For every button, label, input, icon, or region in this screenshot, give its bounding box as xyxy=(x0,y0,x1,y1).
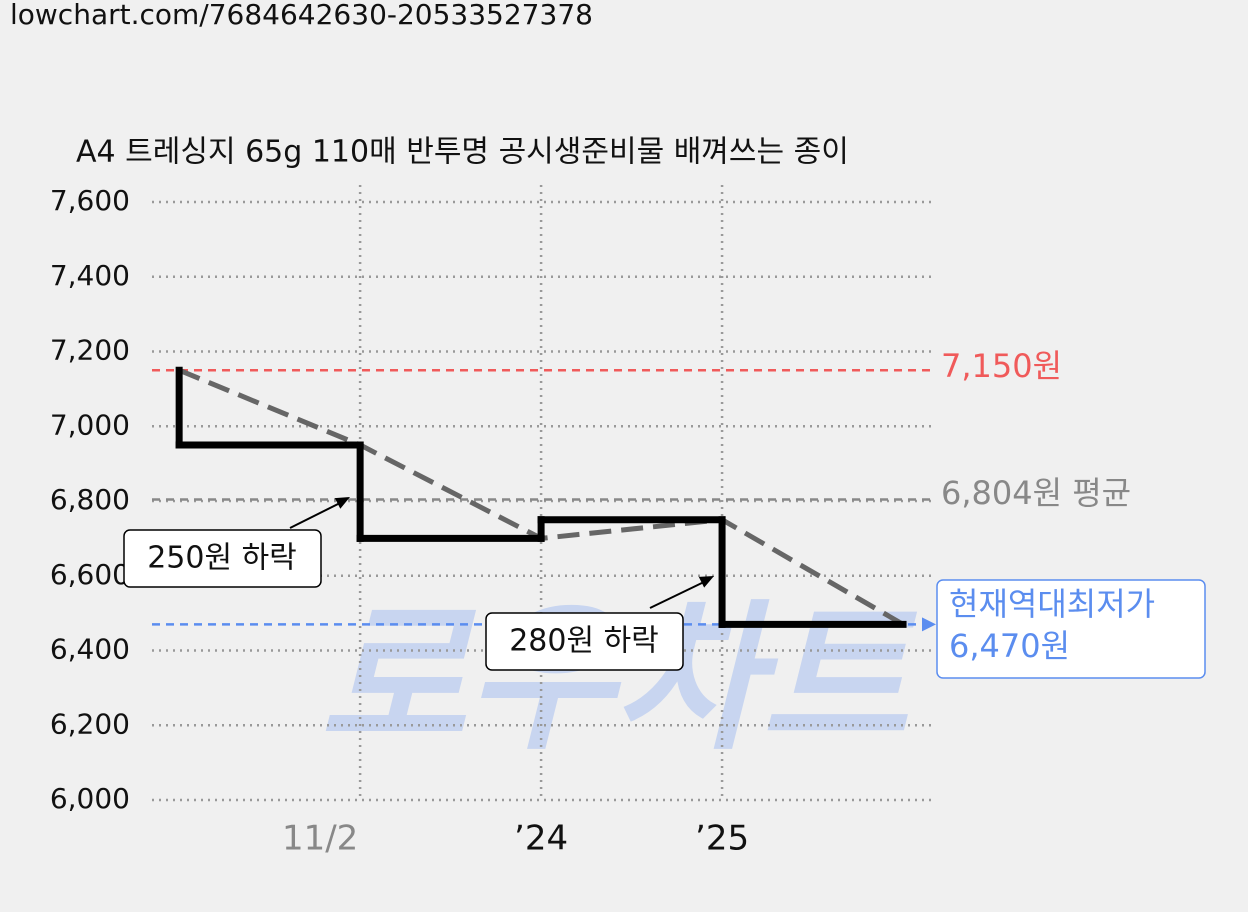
y-tick-label: 7,200 xyxy=(50,334,130,367)
y-tick-label: 6,600 xyxy=(50,558,130,591)
annotation-arrow xyxy=(649,580,707,609)
annotation-box xyxy=(485,612,684,671)
y-tick-label: 7,400 xyxy=(50,259,130,292)
chart-title: A4 트레싱지 65g 110매 반투명 공시생준비물 배껴쓰는 종이 xyxy=(76,135,849,170)
url: lowchart.com/7684642630-20533527378 xyxy=(10,0,593,31)
annotation-arrow xyxy=(289,501,343,529)
x-tick-label: ’24 xyxy=(514,819,568,859)
x-tick-label: ’25 xyxy=(695,819,749,859)
reference-arrow xyxy=(922,617,936,632)
y-tick-label: 7,000 xyxy=(50,408,130,441)
annotation: 250원 하락 xyxy=(147,541,297,576)
x-tick-label: 11/2 xyxy=(282,819,358,859)
annotation-arrowhead xyxy=(698,576,714,588)
reference-label: 현재역대최저가 xyxy=(949,585,1155,623)
y-tick-label: 6,200 xyxy=(50,707,130,740)
annotation: 280원 하락 xyxy=(509,624,659,659)
y-tick-label: 6,000 xyxy=(50,782,130,815)
reference-label: 7,150원 xyxy=(941,347,1062,385)
y-tick-label: 6,400 xyxy=(50,633,130,666)
y-tick-label: 7,600 xyxy=(50,184,130,217)
reference-label: 6,470원 xyxy=(949,627,1070,665)
reference-label: 6,804원 평균 xyxy=(941,474,1131,512)
reference-label-box xyxy=(936,579,1206,679)
annotation-box xyxy=(123,529,322,588)
y-tick-label: 6,800 xyxy=(50,483,130,516)
annotation-arrowhead xyxy=(334,497,350,509)
